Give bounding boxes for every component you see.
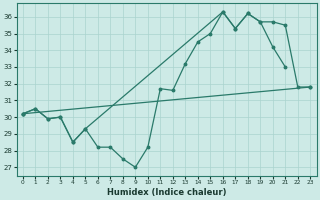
X-axis label: Humidex (Indice chaleur): Humidex (Indice chaleur) bbox=[107, 188, 226, 197]
